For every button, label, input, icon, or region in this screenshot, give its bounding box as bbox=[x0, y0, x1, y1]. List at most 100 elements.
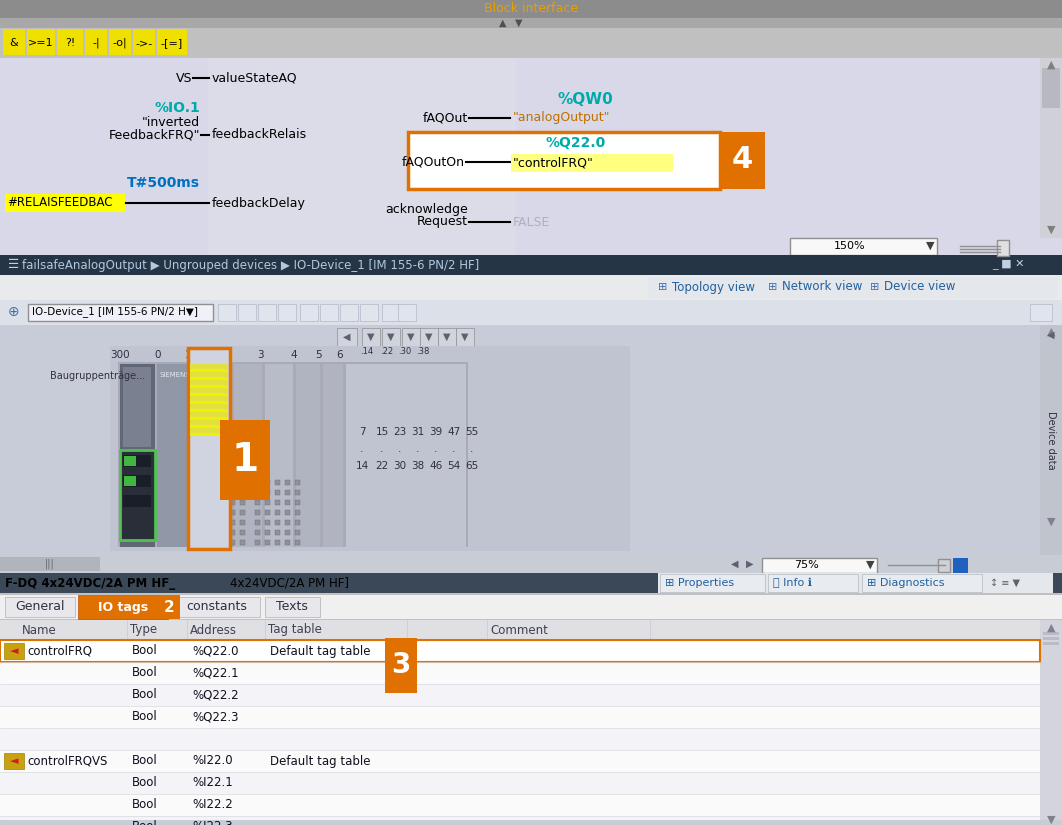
Text: Bool: Bool bbox=[132, 776, 158, 790]
Bar bbox=[57, 29, 83, 55]
Text: ▼: ▼ bbox=[443, 332, 450, 342]
Text: ▼: ▼ bbox=[367, 332, 375, 342]
Bar bbox=[386, 638, 417, 693]
Text: failsafeAnalogOutput ▶ Ungrouped devices ▶ IO-Device_1 [IM 155-6 PN/2 HF]: failsafeAnalogOutput ▶ Ungrouped devices… bbox=[22, 258, 479, 271]
Bar bbox=[238, 304, 256, 321]
Text: %IO.1: %IO.1 bbox=[154, 101, 200, 115]
Bar bbox=[648, 277, 1058, 298]
Bar bbox=[133, 29, 155, 55]
Bar bbox=[1040, 325, 1062, 555]
Bar bbox=[123, 475, 151, 487]
Bar bbox=[0, 555, 1062, 573]
Bar bbox=[0, 620, 1062, 640]
Bar bbox=[720, 132, 765, 189]
Text: 🔵 Info ℹ: 🔵 Info ℹ bbox=[773, 578, 812, 588]
Bar bbox=[511, 154, 673, 172]
Text: %I22.3: %I22.3 bbox=[192, 821, 233, 825]
Bar bbox=[190, 433, 228, 436]
Bar bbox=[190, 396, 228, 401]
Text: controlFRQ: controlFRQ bbox=[27, 644, 92, 658]
Text: Block interface: Block interface bbox=[484, 2, 578, 16]
Text: feedbackDelay: feedbackDelay bbox=[212, 196, 306, 210]
Bar bbox=[295, 530, 299, 535]
Bar bbox=[120, 450, 155, 540]
Bar bbox=[295, 480, 299, 485]
Bar bbox=[862, 574, 982, 592]
Text: .14: .14 bbox=[360, 347, 374, 356]
Text: 1: 1 bbox=[232, 441, 258, 479]
Text: ⊕: ⊕ bbox=[8, 305, 19, 319]
Bar bbox=[266, 500, 270, 505]
Bar bbox=[763, 558, 877, 573]
Bar bbox=[660, 574, 765, 592]
Text: %I22.0: %I22.0 bbox=[192, 755, 233, 767]
Text: 1: 1 bbox=[185, 350, 191, 360]
Text: acknowledge: acknowledge bbox=[386, 204, 468, 216]
Text: ⊞: ⊞ bbox=[768, 282, 777, 292]
Bar bbox=[1043, 341, 1059, 344]
Bar bbox=[408, 132, 720, 189]
Bar bbox=[0, 255, 1062, 275]
Text: %I22.2: %I22.2 bbox=[192, 799, 233, 812]
Text: IO-Device_1 [IM 155-6 PN/2 H▼]: IO-Device_1 [IM 155-6 PN/2 H▼] bbox=[32, 307, 198, 318]
Bar bbox=[190, 372, 228, 377]
Text: ▼: ▼ bbox=[515, 18, 523, 28]
Bar bbox=[240, 510, 245, 515]
Text: Address: Address bbox=[190, 624, 237, 637]
Bar bbox=[230, 480, 235, 485]
Text: F-DQ 4x24VDC/2A PM HF_: F-DQ 4x24VDC/2A PM HF_ bbox=[5, 577, 175, 590]
Bar bbox=[123, 455, 151, 467]
Bar bbox=[0, 275, 1062, 300]
Bar bbox=[419, 328, 438, 346]
Bar bbox=[1043, 346, 1059, 349]
Bar bbox=[190, 385, 228, 388]
Bar bbox=[220, 500, 225, 505]
Bar bbox=[157, 364, 187, 547]
Text: %QW0: %QW0 bbox=[558, 92, 614, 107]
Bar bbox=[0, 325, 1062, 560]
Bar bbox=[1042, 68, 1060, 108]
Bar bbox=[4, 753, 24, 769]
Text: Comment: Comment bbox=[490, 624, 548, 637]
Text: 2: 2 bbox=[221, 350, 227, 360]
Bar bbox=[382, 328, 400, 346]
Bar bbox=[295, 500, 299, 505]
Text: ◀: ◀ bbox=[343, 332, 350, 342]
Bar bbox=[210, 540, 215, 545]
Bar bbox=[3, 29, 25, 55]
Bar bbox=[1040, 58, 1062, 238]
Text: ⊞: ⊞ bbox=[870, 282, 879, 292]
Text: Network view: Network view bbox=[782, 280, 862, 294]
Bar bbox=[0, 640, 1040, 662]
Bar bbox=[123, 495, 151, 507]
Text: .: . bbox=[470, 444, 474, 454]
Bar bbox=[210, 480, 215, 485]
Text: .: . bbox=[452, 444, 456, 454]
Bar bbox=[285, 490, 290, 495]
Text: 150%: 150% bbox=[834, 241, 866, 251]
Bar bbox=[0, 58, 1062, 255]
Text: ?!: ?! bbox=[65, 38, 75, 48]
Bar bbox=[190, 412, 228, 417]
Text: .38: .38 bbox=[416, 347, 430, 356]
Bar bbox=[0, 300, 1062, 325]
Bar bbox=[190, 377, 228, 380]
Text: FALSE: FALSE bbox=[513, 215, 550, 229]
Bar bbox=[255, 480, 260, 485]
Text: Tag table: Tag table bbox=[268, 624, 322, 637]
Bar bbox=[175, 597, 260, 617]
Bar bbox=[220, 420, 270, 500]
Text: ▼: ▼ bbox=[407, 332, 415, 342]
Bar bbox=[188, 348, 230, 549]
Text: 5: 5 bbox=[315, 350, 322, 360]
Bar bbox=[790, 238, 937, 255]
Text: Default tag table: Default tag table bbox=[270, 755, 371, 767]
Text: .: . bbox=[416, 444, 419, 454]
Bar bbox=[218, 304, 236, 321]
Bar bbox=[0, 662, 1040, 684]
Bar bbox=[255, 510, 260, 515]
Text: "analogOutput": "analogOutput" bbox=[513, 111, 611, 125]
Text: .: . bbox=[360, 444, 363, 454]
Bar bbox=[402, 328, 419, 346]
Bar bbox=[285, 510, 290, 515]
